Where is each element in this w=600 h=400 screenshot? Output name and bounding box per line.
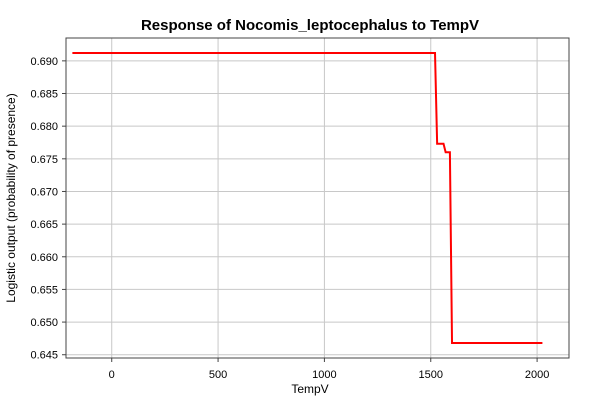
grid-layer — [66, 38, 569, 358]
series-layer — [72, 52, 543, 344]
y-tick-label: 0.650 — [30, 317, 58, 329]
y-tick-label: 0.675 — [30, 154, 58, 166]
y-tick-label: 0.690 — [30, 56, 58, 68]
x-axis-label: TempV — [291, 382, 328, 396]
y-tick-label: 0.645 — [30, 350, 58, 362]
chart-title: Response of Nocomis_leptocephalus to Tem… — [141, 17, 479, 34]
x-tick-label: 1500 — [419, 369, 443, 381]
ticks-layer: 0 500 1000 1500 2000 0.645 0.650 0.655 0.660 0.66… — [30, 56, 549, 381]
x-tick-label: 0 — [109, 369, 115, 381]
x-tick-label: 500 — [209, 369, 227, 381]
y-tick-label: 0.680 — [30, 121, 58, 133]
y-tick-label: 0.660 — [30, 252, 58, 264]
y-tick-label: 0.655 — [30, 284, 58, 296]
y-tick-label: 0.665 — [30, 219, 58, 231]
y-tick-label: 0.670 — [30, 186, 58, 198]
plot-frame — [65, 37, 570, 359]
response-series-line — [72, 52, 543, 344]
y-tick-label: 0.685 — [30, 89, 58, 101]
y-axis-label: Logistic output (probability of presence… — [4, 93, 18, 302]
x-tick-label: 1000 — [312, 369, 336, 381]
x-tick-label: 2000 — [525, 369, 549, 381]
